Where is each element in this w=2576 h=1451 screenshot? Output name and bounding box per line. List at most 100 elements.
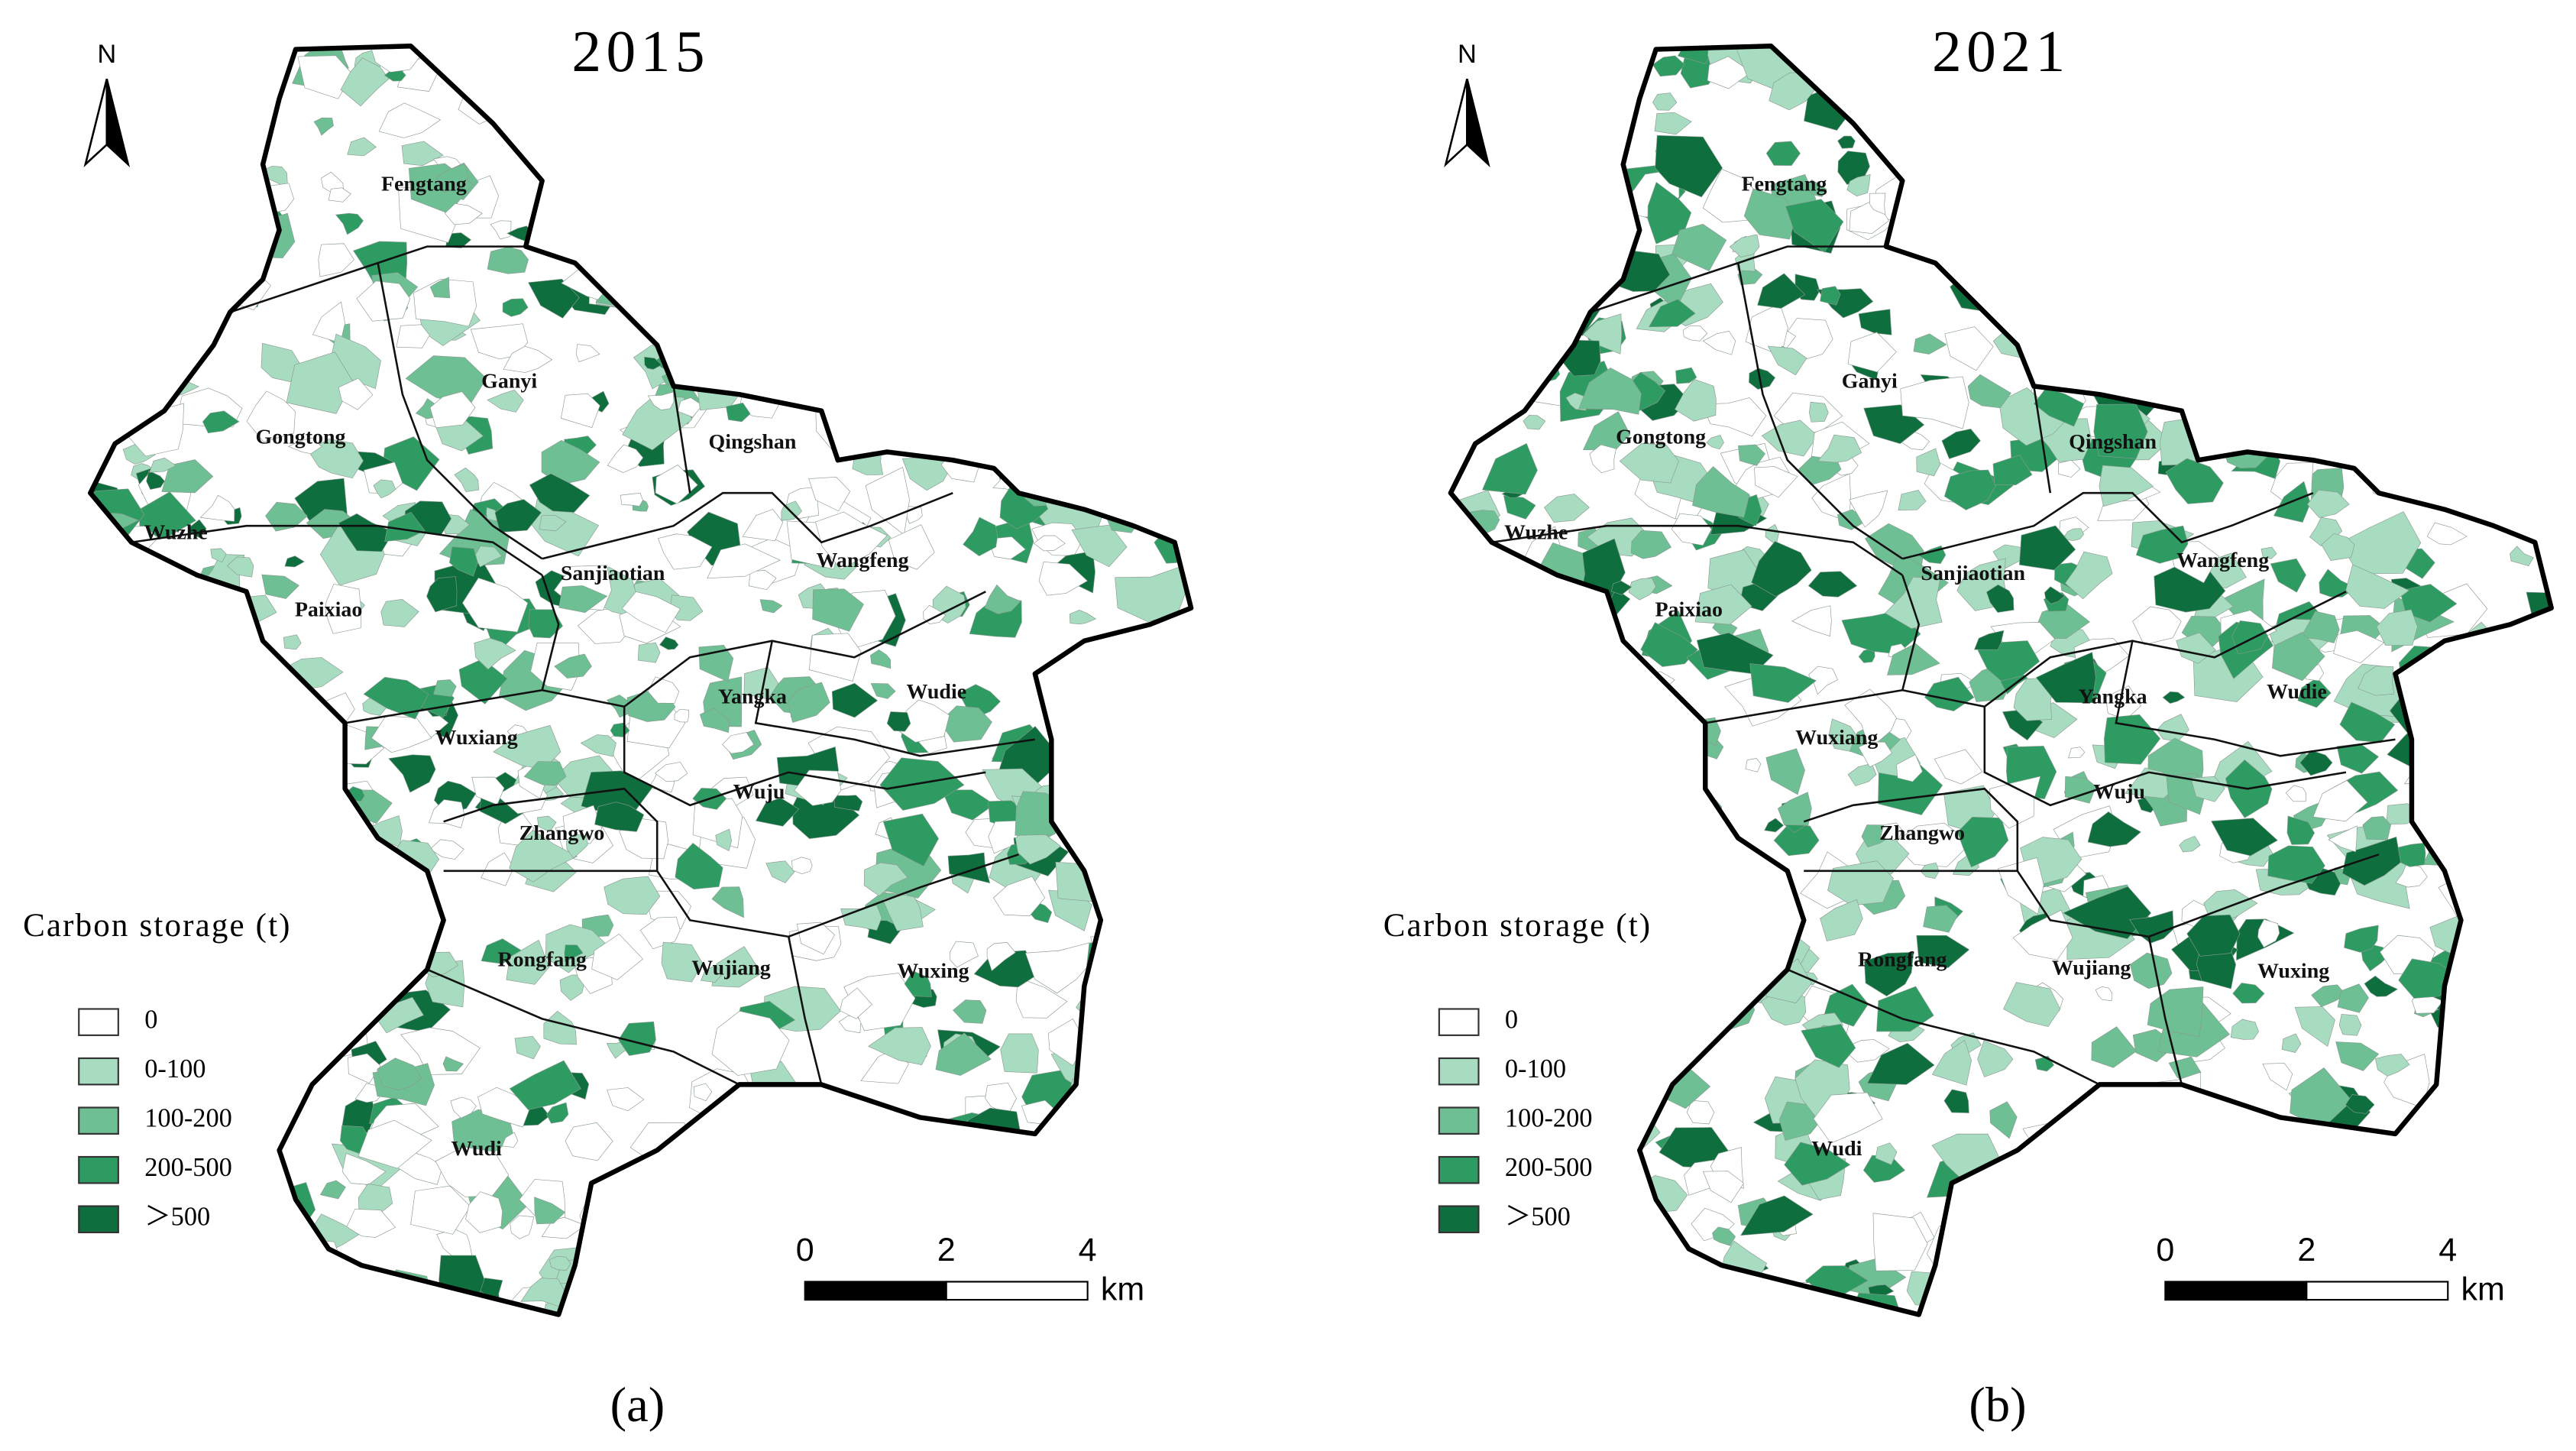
land-patch: [2358, 358, 2406, 400]
land-patch: [551, 84, 605, 141]
land-patch: [737, 1219, 798, 1254]
land-patch: [1963, 1237, 1990, 1260]
land-patch: [285, 847, 306, 861]
land-patch: [2220, 329, 2267, 361]
land-patch: [2367, 112, 2407, 154]
land-patch: [1887, 643, 1940, 675]
land-patch: [1984, 189, 2005, 210]
land-patch: [1546, 46, 1593, 75]
north-label: N: [97, 40, 116, 69]
land-patch: [2268, 170, 2315, 209]
land-patch: [396, 1285, 435, 1315]
land-patch: [711, 1010, 790, 1076]
land-patch: [433, 679, 457, 698]
land-patch: [791, 79, 836, 128]
land-patch: [1807, 571, 1858, 598]
land-patch: [384, 511, 426, 543]
land-patch: [1072, 46, 1138, 83]
land-patch: [648, 280, 676, 301]
land-patch: [869, 649, 892, 669]
land-patch: [1063, 759, 1119, 796]
land-patch: [2406, 1122, 2442, 1152]
land-patch: [2386, 1214, 2421, 1244]
land-patch: [639, 916, 681, 950]
land-patch: [1516, 46, 1565, 74]
land-patch: [297, 55, 353, 99]
land-patch: [234, 1228, 280, 1255]
land-patch: [921, 360, 947, 384]
land-patch: [1463, 941, 1525, 984]
land-patch: [216, 1226, 247, 1244]
land-patch: [2345, 92, 2409, 131]
land-patch: [1475, 684, 1526, 721]
land-patch: [2211, 818, 2278, 857]
land-patch: [210, 548, 227, 563]
land-patch: [765, 860, 795, 883]
land-patch: [2195, 293, 2238, 321]
land-patch: [1168, 46, 1192, 53]
land-patch: [1528, 1291, 1568, 1315]
land-patch: [889, 1174, 959, 1219]
land-patch: [890, 416, 917, 436]
land-patch: [998, 1215, 1041, 1259]
land-patch: [245, 1182, 316, 1234]
land-patch: [286, 351, 354, 414]
town-label: Fengtang: [381, 172, 467, 196]
scale-label: 0: [796, 1232, 814, 1268]
land-patch: [2463, 362, 2501, 400]
land-patch: [2077, 300, 2104, 329]
land-patch: [90, 739, 134, 777]
land-patch: [1621, 763, 1673, 818]
land-patch: [787, 682, 830, 723]
town-label: Ganyi: [481, 370, 537, 394]
land-patch: [1885, 576, 1943, 629]
land-patch: [1170, 853, 1192, 878]
land-patch: [2091, 1026, 2137, 1068]
land-patch: [1581, 633, 1623, 670]
land-patch: [169, 670, 238, 731]
land-patch: [2264, 333, 2321, 380]
land-patch: [2164, 270, 2209, 311]
land-patch: [1684, 815, 1705, 834]
land-patch: [659, 636, 679, 650]
land-patch: [378, 102, 442, 138]
land-patch: [426, 576, 458, 613]
land-patch: [1160, 824, 1191, 853]
land-patch: [2409, 734, 2475, 787]
land-patch: [2339, 701, 2396, 743]
land-patch: [2445, 776, 2493, 814]
land-patch: [1080, 164, 1117, 198]
land-patch: [2286, 815, 2315, 845]
land-patch: [157, 213, 194, 240]
legend-title: Carbon storage (t): [1383, 908, 1652, 944]
land-patch: [1864, 951, 1914, 997]
land-patch: [213, 245, 270, 276]
land-patch: [1982, 203, 2050, 247]
land-patch: [2523, 334, 2551, 349]
land-patch: [523, 761, 567, 786]
land-patch: [412, 899, 433, 921]
land-patch: [1141, 346, 1158, 366]
region-boundary: [88, 44, 1194, 1317]
land-patch: [171, 805, 221, 834]
land-patch: [1992, 455, 2033, 485]
land-patch: [1472, 68, 1506, 94]
land-patch: [202, 87, 253, 151]
land-patch: [1880, 822, 1903, 841]
land-patch: [514, 1035, 541, 1060]
land-patch: [1989, 776, 2041, 829]
land-patch: [2208, 383, 2277, 436]
land-patch: [1484, 644, 1532, 697]
land-patch: [1572, 1226, 1626, 1273]
north-arrow-left: [83, 78, 108, 167]
land-patch: [2338, 1013, 2362, 1036]
land-patch: [722, 732, 755, 754]
land-patch: [580, 734, 616, 757]
land-patch: [2280, 179, 2319, 203]
land-patch: [1861, 100, 1893, 127]
town-label: Rongfang: [497, 948, 586, 972]
town-label: Wangfeng: [2176, 549, 2269, 572]
land-patch: [1844, 688, 1897, 750]
land-patch: [1498, 162, 1573, 210]
town-label: Paixiao: [295, 598, 362, 621]
